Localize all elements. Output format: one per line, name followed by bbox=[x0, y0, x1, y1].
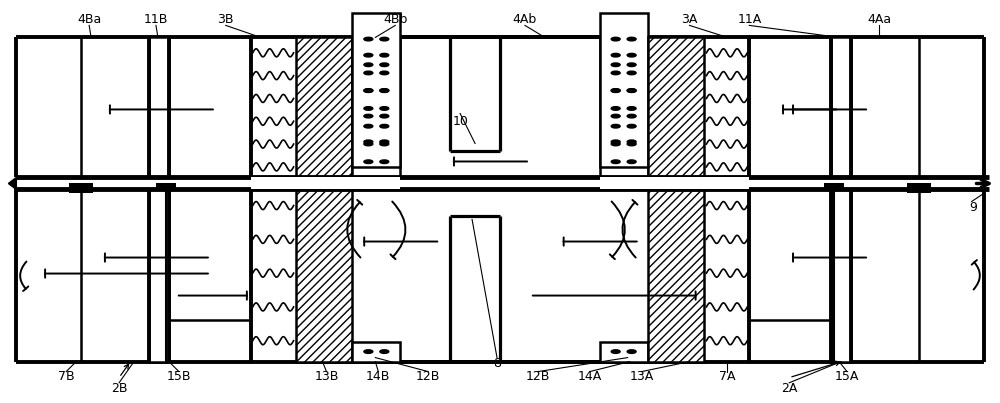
Bar bbox=[648, 187, 704, 361]
Circle shape bbox=[611, 89, 620, 92]
Bar bbox=[1, 177, 999, 189]
Circle shape bbox=[380, 89, 389, 92]
Circle shape bbox=[611, 142, 620, 146]
Text: 2B: 2B bbox=[111, 382, 127, 395]
Circle shape bbox=[380, 89, 389, 92]
Text: 13B: 13B bbox=[314, 370, 339, 383]
Circle shape bbox=[364, 89, 373, 92]
Text: 2A: 2A bbox=[781, 382, 797, 395]
Circle shape bbox=[380, 53, 389, 57]
Bar bbox=[352, 342, 400, 361]
Circle shape bbox=[380, 160, 389, 164]
Text: 11A: 11A bbox=[737, 13, 761, 26]
Circle shape bbox=[364, 350, 373, 353]
Circle shape bbox=[611, 350, 620, 353]
Circle shape bbox=[364, 71, 373, 75]
Text: 13A: 13A bbox=[629, 370, 654, 383]
Circle shape bbox=[611, 160, 620, 164]
Circle shape bbox=[627, 71, 636, 75]
Bar bbox=[149, 37, 169, 361]
Circle shape bbox=[380, 71, 389, 75]
Circle shape bbox=[364, 160, 373, 164]
Circle shape bbox=[364, 63, 373, 66]
Circle shape bbox=[627, 140, 636, 143]
Bar bbox=[600, 342, 648, 361]
Circle shape bbox=[380, 114, 389, 118]
Circle shape bbox=[611, 125, 620, 128]
Circle shape bbox=[611, 89, 620, 92]
Bar bbox=[907, 183, 931, 193]
Circle shape bbox=[380, 140, 389, 143]
Circle shape bbox=[611, 53, 620, 57]
Circle shape bbox=[627, 114, 636, 118]
Circle shape bbox=[611, 37, 620, 41]
Bar bbox=[352, 37, 400, 179]
Circle shape bbox=[627, 160, 636, 164]
Circle shape bbox=[380, 107, 389, 110]
Text: 10: 10 bbox=[452, 115, 468, 128]
Circle shape bbox=[627, 53, 636, 57]
Text: 3A: 3A bbox=[681, 13, 698, 26]
Circle shape bbox=[364, 37, 373, 41]
Text: 4Aa: 4Aa bbox=[867, 13, 891, 26]
Text: 14A: 14A bbox=[578, 370, 602, 383]
Text: 15B: 15B bbox=[167, 370, 191, 383]
Text: 4Bb: 4Bb bbox=[383, 13, 407, 26]
Text: 8: 8 bbox=[493, 357, 501, 370]
Text: 4Ba: 4Ba bbox=[77, 13, 101, 26]
Circle shape bbox=[380, 350, 389, 353]
Text: 7A: 7A bbox=[719, 370, 736, 383]
Circle shape bbox=[380, 142, 389, 146]
Circle shape bbox=[611, 71, 620, 75]
Circle shape bbox=[627, 350, 636, 353]
Circle shape bbox=[364, 53, 373, 57]
Bar bbox=[648, 37, 704, 179]
Text: 11B: 11B bbox=[144, 13, 168, 26]
Circle shape bbox=[364, 107, 373, 110]
Circle shape bbox=[627, 63, 636, 66]
Bar bbox=[296, 187, 352, 361]
Circle shape bbox=[380, 37, 389, 41]
Text: 12B: 12B bbox=[416, 370, 440, 383]
Text: 4Ab: 4Ab bbox=[513, 13, 537, 26]
Circle shape bbox=[627, 125, 636, 128]
Circle shape bbox=[627, 89, 636, 92]
Bar bbox=[352, 13, 400, 168]
Bar bbox=[69, 183, 93, 193]
Circle shape bbox=[627, 37, 636, 41]
Text: 14B: 14B bbox=[366, 370, 391, 383]
Text: 15A: 15A bbox=[835, 370, 859, 383]
Bar bbox=[600, 37, 648, 179]
Bar bbox=[600, 177, 749, 189]
Circle shape bbox=[611, 107, 620, 110]
Circle shape bbox=[611, 140, 620, 143]
Bar bbox=[600, 13, 648, 168]
Polygon shape bbox=[8, 177, 16, 189]
Bar bbox=[824, 183, 844, 191]
Circle shape bbox=[380, 63, 389, 66]
Text: 12B: 12B bbox=[526, 370, 550, 383]
Circle shape bbox=[364, 89, 373, 92]
Bar bbox=[156, 183, 176, 191]
Circle shape bbox=[611, 114, 620, 118]
Circle shape bbox=[364, 125, 373, 128]
Text: 7B: 7B bbox=[58, 370, 75, 383]
Circle shape bbox=[364, 140, 373, 143]
Circle shape bbox=[364, 114, 373, 118]
Circle shape bbox=[627, 107, 636, 110]
Bar bbox=[296, 37, 352, 179]
Circle shape bbox=[611, 63, 620, 66]
Circle shape bbox=[364, 142, 373, 146]
Circle shape bbox=[380, 125, 389, 128]
Bar bbox=[831, 37, 851, 361]
Text: 9: 9 bbox=[970, 201, 978, 214]
Circle shape bbox=[627, 142, 636, 146]
Bar bbox=[251, 177, 400, 189]
Text: 3B: 3B bbox=[218, 13, 234, 26]
Circle shape bbox=[627, 89, 636, 92]
